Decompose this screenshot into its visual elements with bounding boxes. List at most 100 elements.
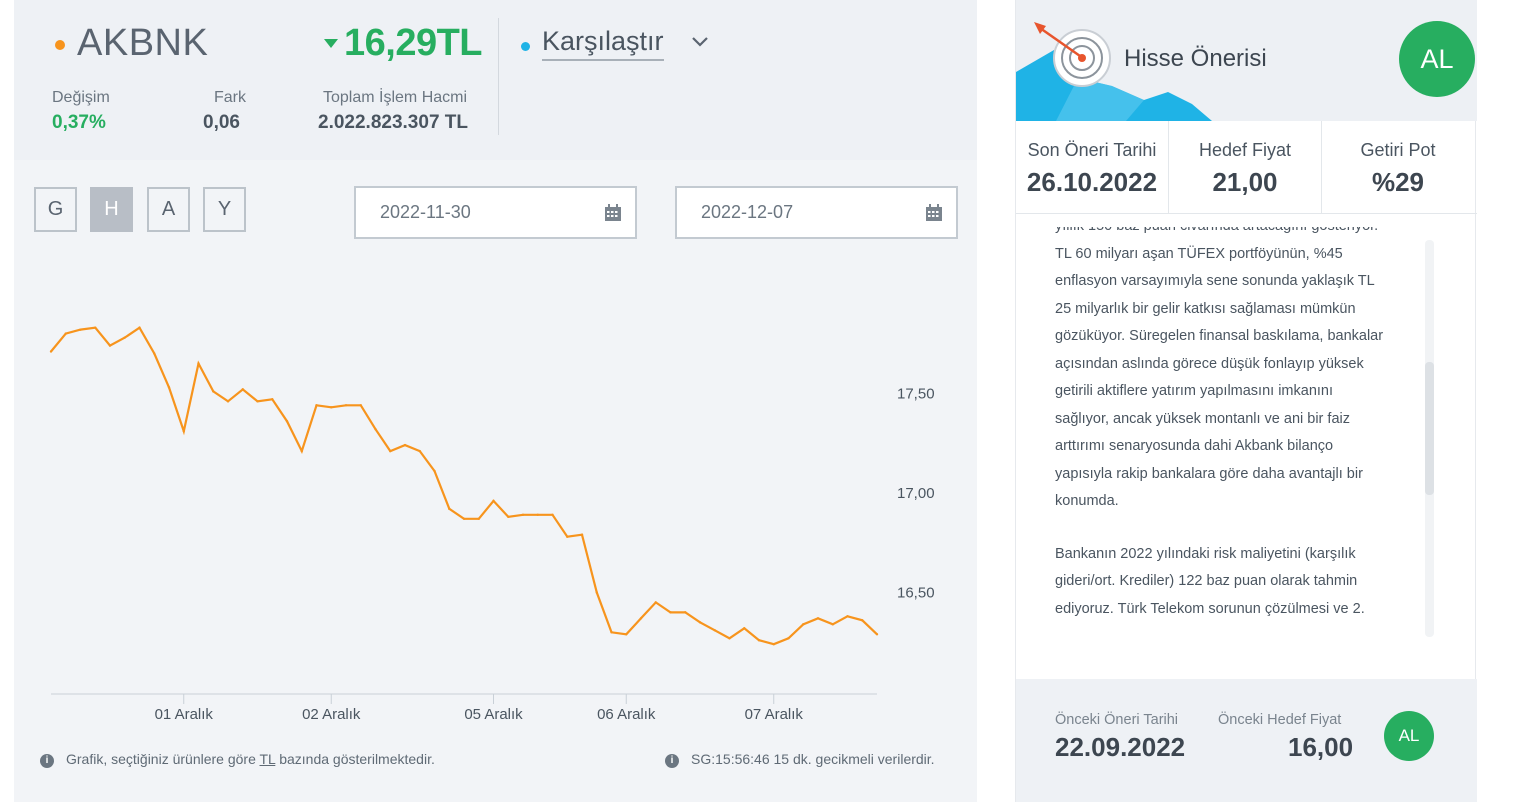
price-point <box>684 611 687 614</box>
price-point <box>374 427 377 431</box>
chevron-down-icon[interactable] <box>690 32 710 52</box>
start-date-input[interactable]: 2022-11-30 <box>354 186 637 239</box>
price-point <box>256 400 259 403</box>
recommendation-text-line: Bankanın 2022 yılındaki risk maliyetini … <box>1055 545 1356 562</box>
price-point <box>536 513 539 517</box>
diff-label: Fark <box>214 89 246 106</box>
price-point <box>787 637 790 640</box>
recommendation-text-line: gözüküyor. Süregelen finansal baskılama,… <box>1055 328 1384 344</box>
x-tick-label: 02 Aralık <box>302 706 361 723</box>
y-tick-label: 17,00 <box>897 485 935 502</box>
y-tick-label: 16,50 <box>897 584 935 601</box>
period-button-h[interactable]: H <box>90 187 133 232</box>
recommendation-text-line: 25 milyarlık bir gelir katkısı sağlaması… <box>1055 300 1356 317</box>
end-date-value: 2022-12-07 <box>701 202 794 222</box>
change-label: Değişim <box>52 89 110 106</box>
price-point <box>713 629 716 632</box>
diff-value: 0,06 <box>203 112 240 133</box>
price-point <box>566 535 569 538</box>
price-point <box>816 617 820 620</box>
price-point <box>433 469 436 473</box>
price-point <box>669 611 672 614</box>
price-point <box>300 449 303 453</box>
price-point <box>241 388 244 391</box>
price-point <box>743 627 746 630</box>
price-point <box>625 633 628 636</box>
previous-target-label: Önceki Hedef Fiyat <box>1218 712 1342 728</box>
price-point <box>49 350 53 353</box>
price-point <box>389 449 392 453</box>
price-point <box>698 621 702 624</box>
period-button-a[interactable]: A <box>147 187 190 232</box>
info-icon: i <box>40 754 54 768</box>
recommendation-text-line: yapısıyla rakip bankalara göre daha avan… <box>1055 465 1363 482</box>
price-point <box>197 362 200 365</box>
stock-price: 16,29TL <box>344 22 483 64</box>
price-point <box>315 404 318 407</box>
price-point <box>580 533 584 536</box>
recommendation-banner: Hisse Önerisi AL <box>1016 0 1477 121</box>
price-point <box>492 499 495 503</box>
price-point <box>94 326 97 329</box>
price-point <box>802 623 805 626</box>
start-date-value: 2022-11-30 <box>380 202 471 222</box>
change-value: 0,37% <box>52 112 106 133</box>
last-recommendation-date: Son Öneri Tarihi 26.10.2022 <box>1026 140 1158 197</box>
previous-recommendation-badge: AL <box>1384 711 1434 761</box>
compare-dot <box>521 42 530 51</box>
x-tick-label: 01 Aralık <box>155 706 214 723</box>
recommendation-text-line: TL 60 milyarı aşan TÜFEX portföyünün, %4… <box>1055 245 1343 262</box>
recommendation-text-line: ediyoruz. Türk Telekom sorunun çözülmesi… <box>1055 600 1365 617</box>
price-point <box>108 344 112 347</box>
symbol-dot <box>55 40 65 50</box>
info-icon: i <box>665 754 679 768</box>
price-point <box>138 326 141 329</box>
price-point <box>846 615 849 618</box>
price-point <box>153 352 156 355</box>
price-point <box>639 617 643 620</box>
text-scrollbar-thumb[interactable] <box>1425 362 1434 495</box>
recommendation-text-line: konumda. <box>1055 493 1119 509</box>
chart-currency-note: i Grafik, seçtiğiniz ürünlere göre TL baz… <box>40 751 435 768</box>
price-point <box>79 328 82 331</box>
stats-divider <box>1016 213 1477 214</box>
price-point <box>728 637 731 640</box>
x-tick-label: 05 Aralık <box>464 706 523 723</box>
calendar-icon[interactable] <box>604 204 622 222</box>
calendar-icon[interactable] <box>925 204 943 222</box>
recommendation-text-line: getirili aktiflere yatırım yapılmasını i… <box>1055 383 1334 399</box>
period-button-g[interactable]: G <box>34 187 77 232</box>
stat-divider <box>1168 121 1169 213</box>
price-series-line <box>50 326 878 646</box>
recommendation-panel: Hisse Önerisi AL Son Öneri Tarihi 26.10.… <box>1015 0 1477 802</box>
price-point <box>403 443 407 447</box>
header-divider <box>498 18 499 135</box>
price-point <box>875 633 879 636</box>
target-illustration <box>1016 22 1212 121</box>
price-point <box>772 643 775 646</box>
stock-detail-panel: AKBNK 16,29TL Değişim 0,37% Fark 0,06 To… <box>14 0 977 802</box>
recommendation-text-line: arttırımı senaryosunda dahi Akbank bilan… <box>1055 438 1334 454</box>
price-point <box>64 332 67 335</box>
compare-dropdown[interactable]: Karşılaştır <box>542 26 664 61</box>
return-potential: Getiri Pot %29 <box>1360 140 1436 197</box>
target-price: Hedef Fiyat 21,00 <box>1198 140 1292 197</box>
end-date-input[interactable]: 2022-12-07 <box>675 186 958 239</box>
price-point <box>226 400 230 403</box>
data-delay-note: i SG:15:56:46 15 dk. gecikmeli verilerdir… <box>665 751 935 768</box>
price-point <box>344 404 348 407</box>
volume-value: 2.022.823.307 TL <box>318 112 468 133</box>
recommendation-text-line: açısından aslında görece düşük fonlayıp … <box>1055 355 1364 372</box>
price-point <box>330 406 333 409</box>
price-point <box>285 420 289 423</box>
price-point <box>462 517 466 520</box>
price-point <box>831 623 834 626</box>
price-point <box>610 631 613 634</box>
recommendation-badge: AL <box>1399 21 1475 97</box>
previous-target-value: 16,00 <box>1288 732 1354 762</box>
x-tick-label: 06 Aralık <box>597 706 656 723</box>
price-point <box>167 386 171 389</box>
price-point <box>123 336 126 339</box>
x-tick-label: 07 Aralık <box>745 706 804 723</box>
period-button-y[interactable]: Y <box>203 187 246 232</box>
